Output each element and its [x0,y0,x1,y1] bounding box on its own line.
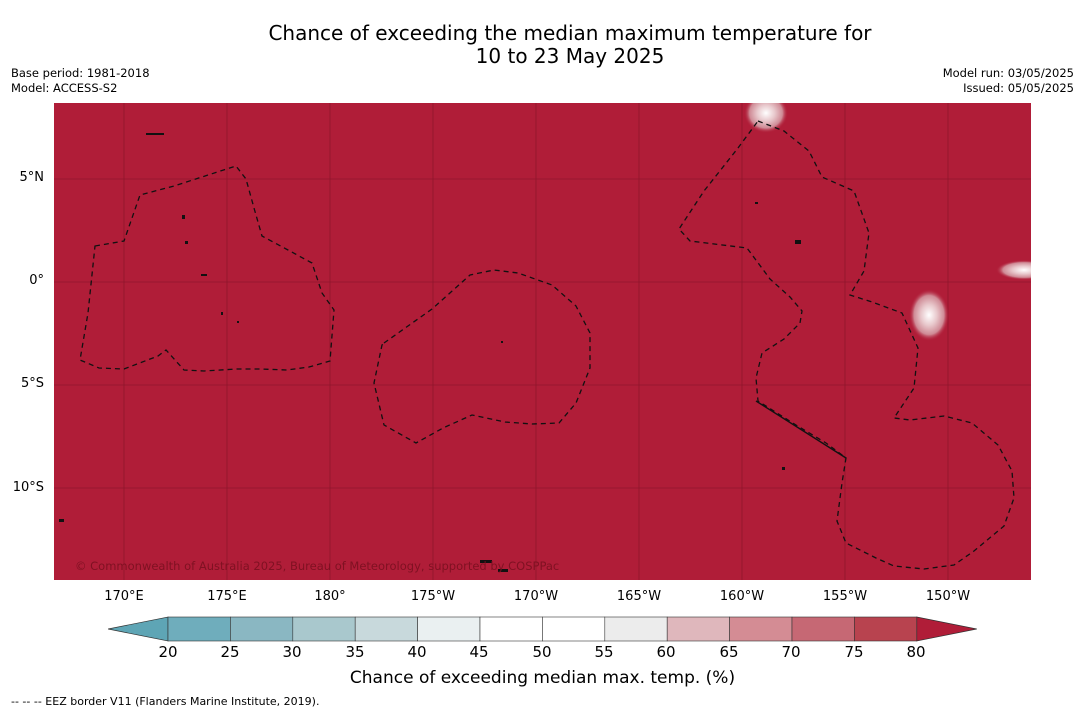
map-title: Chance of exceeding the median maximum t… [0,22,1085,68]
colorbar [108,616,977,642]
model-name: Model: ACCESS-S2 [11,80,118,95]
colorbar-segment [729,616,793,642]
base-period: Base period: 1981-2018 [11,66,150,80]
eez-segment [755,400,847,459]
high-probability-patch [909,289,949,341]
colorbar-segments [108,616,977,642]
lat-tick-10s: 10°S [12,480,44,495]
colorbar-label: Chance of exceeding median max. temp. (%… [349,668,736,688]
copyright-notice: © Commonwealth of Australia 2025, Bureau… [75,559,560,573]
graticule [54,103,1031,580]
lon-tick-170e: 170°E [104,589,144,604]
colorbar-segment [791,616,855,642]
colorbar-segment [230,616,294,642]
lon-tick-160w: 160°W [719,589,765,604]
map-panel: © Commonwealth of Australia 2025, Bureau… [54,103,1031,580]
meta-right: Model run: 03/05/2025 Issued: 05/05/2025 [943,66,1074,95]
meta-left: Base period: 1981-2018 Model: ACCESS-S2 [11,66,150,95]
colorbar-tick: 25 [220,643,240,661]
lon-tick-165w: 165°W [616,589,662,604]
title-line-2: 10 to 23 May 2025 [475,44,665,68]
colorbar-tick: 45 [469,643,489,661]
lat-tick-5n: 5°N [19,170,45,185]
colorbar-extend-high [916,616,977,642]
islands [59,133,801,572]
lon-tick-155w: 155°W [822,589,868,604]
colorbar-tick: 55 [594,643,614,661]
model-run: Model run: 03/05/2025 [942,66,1074,80]
title-line-1: Chance of exceeding the median maximum t… [268,21,872,45]
colorbar-tick: 30 [282,643,302,661]
map-svg [54,103,1031,580]
colorbar-segment [604,616,668,642]
colorbar-tick: 20 [158,643,178,661]
lat-tick-5s: 5°S [20,376,44,391]
colorbar-segment [479,616,543,642]
colorbar-extend-low [108,616,169,642]
map-background [54,103,1031,580]
issued-date: Issued: 05/05/2025 [963,80,1074,95]
colorbar-tick: 65 [719,643,739,661]
eez-legend-note: -- -- -- EEZ border V11 (Flanders Marine… [11,695,320,708]
colorbar-tick: 70 [781,643,801,661]
lon-tick-175e: 175°E [207,589,247,604]
eez-borders [79,120,1015,570]
colorbar-tick: 60 [656,643,676,661]
colorbar-segment [542,616,606,642]
lon-tick-180: 180° [314,589,346,604]
lon-tick-175w: 175°W [410,589,456,604]
colorbar-tick: 35 [345,643,365,661]
colorbar-segment [292,616,356,642]
high-probability-patch [996,260,1031,280]
colorbar-tick: 50 [532,643,552,661]
colorbar-tick: 80 [906,643,926,661]
colorbar-segment [354,616,418,642]
colorbar-tick: 40 [407,643,427,661]
colorbar-segment [167,616,231,642]
colorbar-segment [417,616,481,642]
colorbar-segment [666,616,730,642]
lat-tick-0: 0° [29,273,44,288]
lon-tick-150w: 150°W [925,589,971,604]
lon-tick-170w: 170°W [513,589,559,604]
colorbar-tick: 75 [844,643,864,661]
colorbar-segment [854,616,918,642]
